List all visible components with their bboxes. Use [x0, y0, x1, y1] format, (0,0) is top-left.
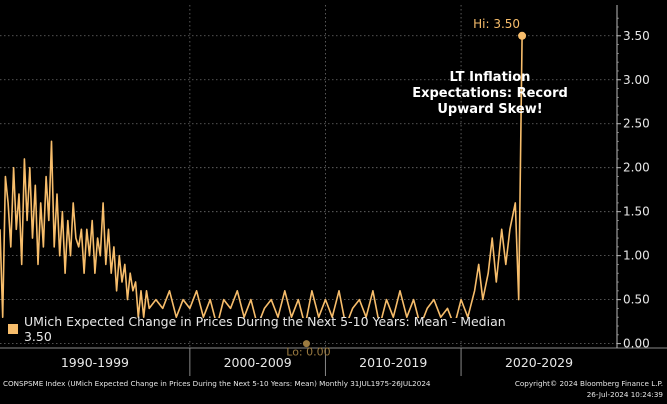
footer-copyright: Copyright© 2024 Bloomberg Finance L.P. [514, 379, 663, 388]
footer: CONSPSME Index (UMich Expected Change in… [0, 376, 667, 404]
grid-layer [0, 5, 617, 348]
y-tick-label: 3.00 [623, 73, 650, 87]
y-tick-label: 1.50 [623, 205, 650, 219]
x-band-label: 2010-2019 [359, 355, 427, 370]
x-band-label: 1990-1999 [61, 355, 129, 370]
x-band-label: 2000-2009 [224, 355, 292, 370]
lo-label: Lo: 0.00 [286, 346, 330, 359]
y-tick-label: 3.50 [623, 29, 650, 43]
y-tick-label: 0.50 [623, 293, 650, 307]
chart-legend: UMich Expected Change in Prices During t… [4, 314, 536, 344]
legend-label: UMich Expected Change in Prices During t… [23, 314, 506, 344]
y-axis: 0.00 0.50 1.00 1.50 2.00 2.50 3.00 3.50 [616, 5, 650, 351]
x-band-layer: 1990-1999 2000-2009 2010-2019 2020-2029 [0, 347, 667, 376]
footer-timestamp: 26-Jul-2024 10:24:39 [586, 390, 663, 399]
footer-source: CONSPSME Index (UMich Expected Change in… [3, 379, 431, 388]
lo-marker [302, 340, 310, 348]
y-tick-label: 1.00 [623, 249, 650, 263]
hi-marker [518, 31, 527, 40]
y-tick-label: 0.00 [623, 337, 650, 351]
y-tick-label: 2.00 [623, 161, 650, 175]
x-band-label: 2020-2029 [505, 355, 573, 370]
legend-swatch [8, 324, 18, 334]
annotation-line-2: Expectations: Record [412, 86, 568, 101]
annotation-line-3: Upward Skew! [437, 102, 543, 117]
hi-label: Hi: 3.50 [473, 17, 520, 31]
marker-layer: Hi: 3.50 Lo: 0.00 [286, 17, 527, 359]
y-tick-label: 2.50 [623, 117, 650, 131]
annotation-line-1: LT Inflation [449, 70, 531, 85]
chart-annotation: LT Inflation Expectations: Record Upward… [400, 70, 580, 118]
